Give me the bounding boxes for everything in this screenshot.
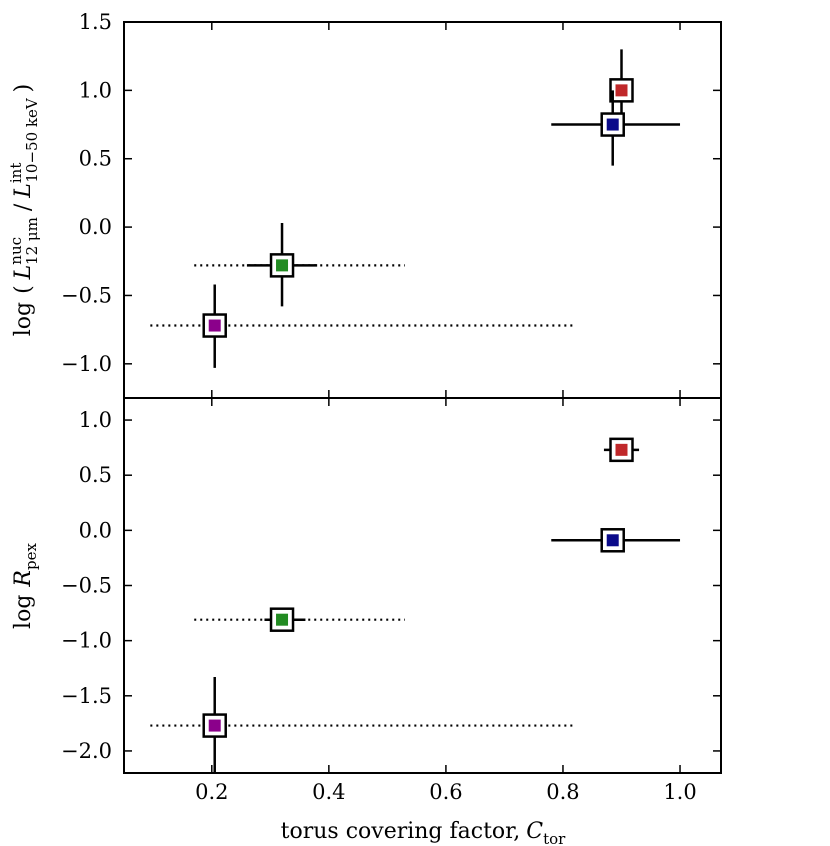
marker-fill (615, 443, 628, 456)
data-point-green (194, 607, 405, 632)
marker-fill (276, 259, 289, 272)
y-tick-label: 1.5 (79, 10, 112, 34)
marker-fill (208, 319, 221, 332)
x-axis-label: torus covering factor, Ctor (281, 819, 567, 846)
y-tick-label: −1.0 (61, 629, 112, 653)
y-tick-label: −0.5 (61, 574, 112, 598)
bottom-y-axis-label: logRpex (11, 543, 40, 629)
y-tick-label: −2.0 (61, 739, 112, 763)
x-tick-label: 0.2 (195, 780, 228, 804)
data-point-blue (551, 90, 681, 166)
data-point-purple (150, 677, 575, 773)
marker-fill (606, 534, 619, 547)
y-tick-label: −1.0 (61, 352, 112, 376)
y-tick-label: 1.0 (79, 78, 112, 102)
data-point-green (194, 222, 405, 307)
data-point-purple (150, 284, 575, 368)
marker-fill (208, 719, 221, 732)
x-tick-label: 0.4 (312, 780, 345, 804)
marker-fill (615, 84, 628, 97)
x-tick-label: 0.8 (546, 780, 579, 804)
data-point-red (603, 437, 640, 463)
marker-fill (606, 118, 619, 131)
x-tick-label: 1.0 (663, 780, 696, 804)
top-y-axis-label: log(Lnuc12 μm/Lint10−50 keV) (7, 84, 41, 337)
y-tick-label: 0.0 (79, 215, 112, 239)
y-tick-label: −1.5 (61, 684, 112, 708)
marker-fill (276, 613, 289, 626)
y-tick-label: 0.5 (79, 463, 112, 487)
y-tick-label: −0.5 (61, 283, 112, 307)
y-tick-label: 0.0 (79, 518, 112, 542)
top-panel-axis: −1.0 −0.5 0.0 0.5 1.0 1.5 (61, 10, 721, 398)
x-tick-label: 0.6 (429, 780, 462, 804)
bottom-panel-data (150, 437, 681, 773)
y-tick-label: 1.0 (79, 408, 112, 432)
y-tick-label: 0.5 (79, 147, 112, 171)
data-point-blue (551, 528, 681, 553)
bottom-panel-axis: −2.0 −1.5 −1.0 −0.5 0.0 0.5 1.0 0.2 0.4 0.6 0.8 1.0 (61, 398, 721, 804)
top-panel-data (150, 49, 681, 368)
